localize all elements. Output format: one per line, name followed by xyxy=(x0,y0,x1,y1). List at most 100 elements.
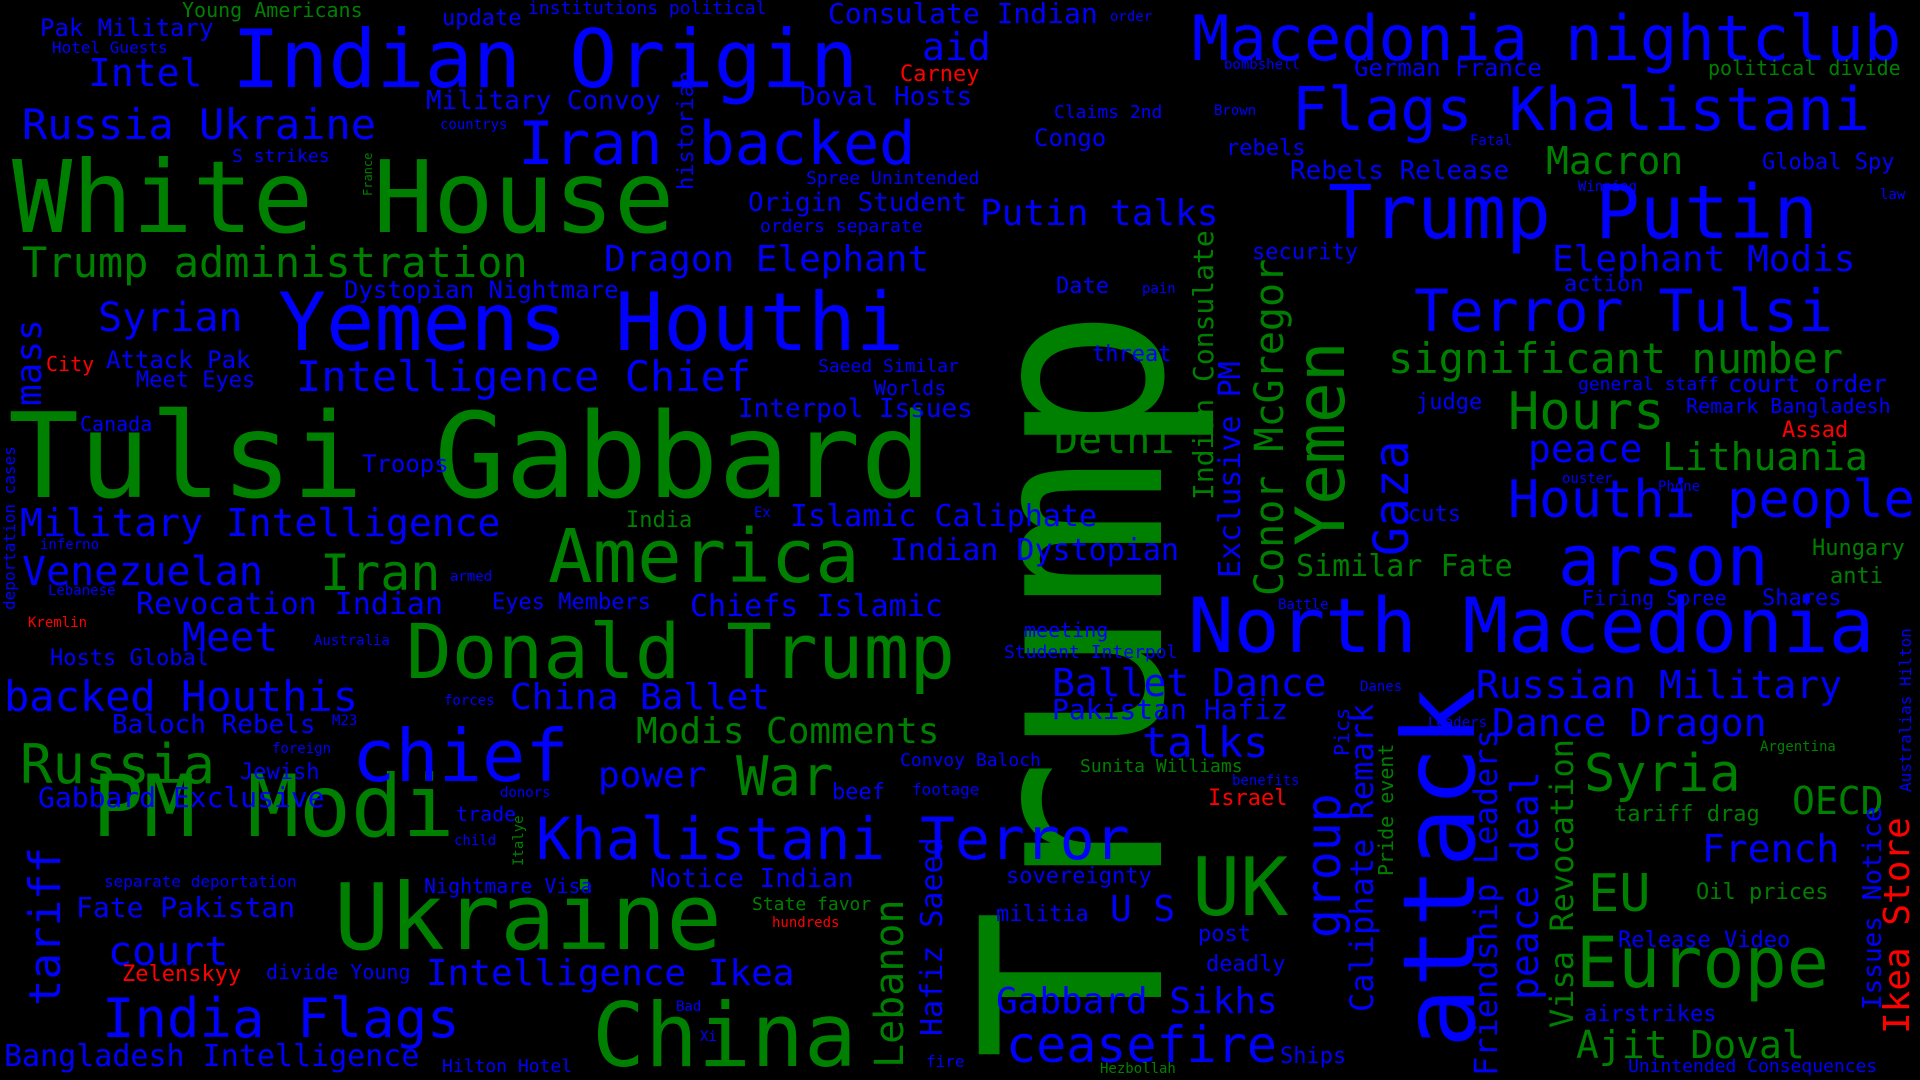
word: meeting xyxy=(1024,618,1109,642)
word: Hours xyxy=(1508,382,1665,442)
word: German France xyxy=(1354,54,1542,82)
word: order xyxy=(1110,9,1153,25)
word: Gabbard Sikhs xyxy=(996,981,1278,1022)
word: Yemen xyxy=(1282,341,1361,546)
word: footage xyxy=(912,780,980,799)
word: City xyxy=(46,352,95,376)
word: Attack Pak xyxy=(106,346,251,374)
word: Khalistani Terror xyxy=(536,805,1130,873)
word: Saeed Similar xyxy=(818,356,959,377)
word: America xyxy=(548,514,860,600)
word: Ships xyxy=(1280,1044,1347,1069)
word: Release Video xyxy=(1618,928,1791,953)
word: Italye xyxy=(511,815,527,866)
word: security xyxy=(1252,240,1358,265)
word: Putin talks xyxy=(980,193,1219,234)
word: Global Spy xyxy=(1762,150,1895,175)
word: Ajit Doval xyxy=(1576,1023,1805,1067)
word: action xyxy=(1564,272,1644,297)
word: Oil prices xyxy=(1696,880,1829,905)
word: post xyxy=(1198,922,1251,947)
word: bombshell xyxy=(1224,57,1300,73)
word: PM Modi xyxy=(92,757,455,857)
word: Winning xyxy=(1578,179,1638,195)
word: Canada xyxy=(80,412,153,436)
word: Bangladesh Intelligence xyxy=(4,1039,420,1074)
word: institutions political xyxy=(528,0,767,19)
word: EU xyxy=(1588,864,1651,924)
word: cuts xyxy=(1408,502,1461,527)
word: law xyxy=(1880,187,1906,203)
word: Houthi people xyxy=(1508,470,1915,530)
word: militia xyxy=(996,902,1089,927)
word: Interpol Issues xyxy=(738,394,973,424)
word: Meet xyxy=(182,615,279,661)
word: Terror Tulsi xyxy=(1414,277,1834,345)
word: Revocation Indian xyxy=(136,587,444,622)
word: Trump Putin xyxy=(1328,170,1819,256)
word: Flags Khalistani xyxy=(1292,75,1870,145)
word: Indian Origin xyxy=(232,13,859,106)
word: Pride event xyxy=(1374,743,1398,876)
word: Jewish xyxy=(240,760,320,785)
word: Hilton Hotel xyxy=(442,1056,573,1077)
word: Ballet Dance xyxy=(1052,661,1327,705)
word: Elephant Modis xyxy=(1552,239,1856,280)
word: benefits xyxy=(1232,773,1300,789)
word: OECD xyxy=(1792,779,1884,823)
word: Iran xyxy=(320,544,441,602)
word: Danes xyxy=(1360,679,1403,695)
word: significant number xyxy=(1388,334,1844,383)
word: Intelligence Ikea xyxy=(426,953,795,994)
word: Russian Military xyxy=(1476,663,1843,707)
word: Convoy Baloch xyxy=(900,750,1041,771)
word: Leaders xyxy=(1428,715,1488,731)
word: rebels xyxy=(1226,136,1306,161)
word: Brown xyxy=(1214,103,1257,119)
word: group xyxy=(1296,793,1352,939)
word: Russia xyxy=(20,733,216,796)
word: Pak Military xyxy=(40,14,214,42)
word: Islamic Caliphate xyxy=(790,499,1098,534)
word: Notice Indian xyxy=(650,864,854,894)
word: court xyxy=(108,929,229,975)
word: Lithuania xyxy=(1662,435,1868,479)
word: forces xyxy=(444,693,495,709)
word: Carney xyxy=(900,62,980,87)
word: Indian Dystopian xyxy=(890,533,1179,568)
word: Hosts Global xyxy=(50,646,209,671)
word: Worlds xyxy=(874,376,947,400)
word: court order xyxy=(1728,370,1887,398)
word: threat xyxy=(1092,342,1172,367)
word: Young Americans xyxy=(182,0,363,22)
word: Friendship Leaders xyxy=(1467,729,1505,1076)
word: Visa Revocation xyxy=(1543,739,1581,1028)
word: airstrikes xyxy=(1584,1002,1717,1027)
word: Intelligence Chief xyxy=(296,352,752,401)
word: Donald Trump xyxy=(406,607,956,696)
word: Remark Bangladesh xyxy=(1686,394,1891,418)
word: historian xyxy=(674,70,699,190)
word: Kremlin xyxy=(28,615,88,631)
word: Origin Student xyxy=(748,188,968,218)
word: Modis Comments xyxy=(636,711,940,752)
word: S strikes xyxy=(232,146,330,167)
word: Sunita Williams xyxy=(1080,756,1243,777)
word: Meet Eyes xyxy=(136,368,256,393)
word: Exclusive PM xyxy=(1213,361,1248,578)
word: Eyes Members xyxy=(492,590,651,615)
word: Hungary xyxy=(1812,536,1905,561)
word: Australias Hilton xyxy=(1896,628,1915,792)
word: pain xyxy=(1142,281,1176,297)
word: Dance Dragon xyxy=(1492,701,1767,745)
word: beef xyxy=(832,780,885,805)
word: Chiefs Islamic xyxy=(690,589,943,624)
word: Spree Unintended xyxy=(806,168,980,189)
word: Macron xyxy=(1546,139,1684,183)
word: ceasefire xyxy=(1006,1016,1277,1074)
word: Firing Spree xyxy=(1582,586,1727,610)
word: Tulsi Gabbard xyxy=(8,387,932,525)
word: Trump administration xyxy=(22,238,528,287)
word: Phone xyxy=(1658,479,1701,495)
word: Ex xyxy=(754,505,771,521)
